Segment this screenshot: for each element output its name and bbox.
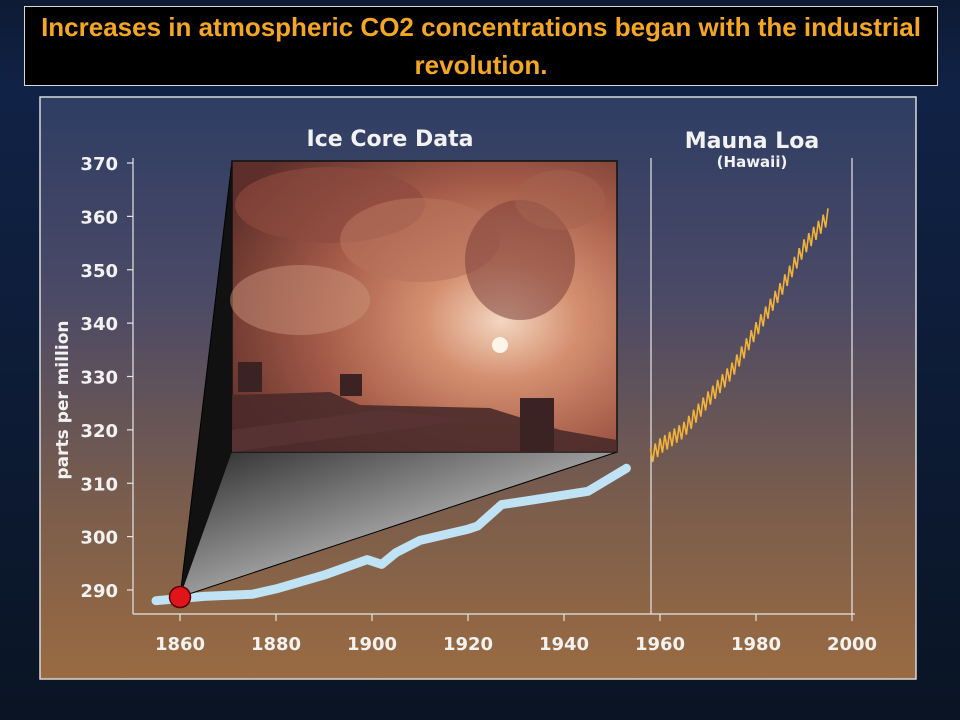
y-tick-label: 350 (80, 261, 118, 282)
y-tick-label: 310 (80, 474, 118, 495)
sun-icon (492, 337, 508, 353)
y-tick-label: 360 (80, 207, 118, 228)
mauna-loa-series-line (649, 208, 829, 463)
x-tick-label: 1940 (539, 634, 589, 655)
mauna-loa-label: Mauna Loa (685, 129, 820, 154)
x-tick-label: 1980 (731, 634, 781, 655)
wedge-edge-bottom (179, 451, 618, 598)
x-tick-label: 1920 (443, 634, 493, 655)
smokestack-photo (230, 160, 618, 453)
x-tick-label: 1960 (635, 634, 685, 655)
y-tick-label: 300 (80, 528, 118, 549)
y-tick-label: 370 (80, 154, 118, 175)
x-tick-label: 1900 (347, 634, 397, 655)
y-tick-label: 290 (80, 581, 118, 602)
y-tick-label: 330 (80, 368, 118, 389)
x-tick-label: 2000 (827, 634, 877, 655)
red-dot-icon (168, 585, 192, 609)
wedge-edge-top (179, 160, 233, 598)
x-ticks-group: 1860 1880 1900 1920 1940 1960 1980 2000 (155, 614, 877, 655)
ice-core-series-line (151, 463, 631, 606)
y-ticks-group: 290 300 310 320 330 340 350 360 370 (80, 154, 133, 602)
y-tick-label: 320 (80, 421, 118, 442)
x-tick-label: 1880 (251, 634, 301, 655)
x-tick-label: 1860 (155, 634, 205, 655)
y-axis-title: parts per million (53, 321, 73, 480)
ice-core-label: Ice Core Data (307, 127, 474, 152)
slide-title-box: Increases in atmospheric CO2 concentrati… (24, 6, 938, 86)
y-tick-label: 340 (80, 314, 118, 335)
mauna-loa-sublabel: (Hawaii) (717, 153, 788, 171)
slide-title: Increases in atmospheric CO2 concentrati… (41, 12, 921, 80)
